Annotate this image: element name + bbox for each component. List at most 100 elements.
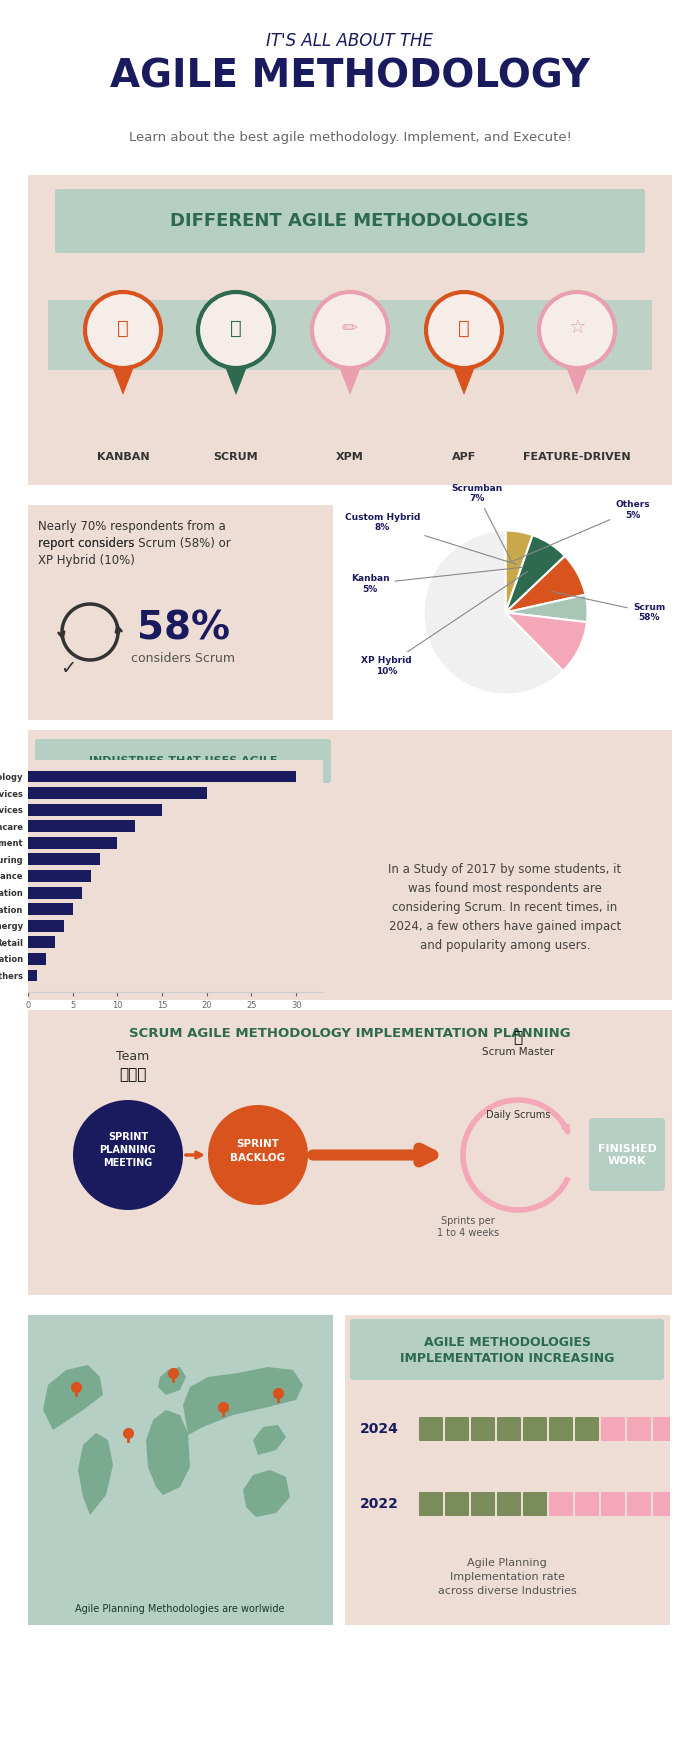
Text: Daily Scrums: Daily Scrums [486,1110,550,1120]
Circle shape [85,292,161,368]
FancyBboxPatch shape [549,1418,573,1440]
FancyBboxPatch shape [589,1118,665,1192]
Text: report considers Scrum (58%) or: report considers Scrum (58%) or [38,537,231,550]
Text: SPRINT
PLANNING
MEETING: SPRINT PLANNING MEETING [99,1132,156,1169]
FancyBboxPatch shape [24,172,676,488]
Text: SPRINT
BACKLOG: SPRINT BACKLOG [230,1139,286,1162]
Polygon shape [224,364,248,396]
Bar [28,870,90,882]
Text: 🔒: 🔒 [513,1031,523,1045]
Text: ✏️: ✏️ [342,318,358,338]
FancyBboxPatch shape [549,1493,573,1516]
FancyBboxPatch shape [471,1418,495,1440]
Text: Scrumban
7%: Scrumban 7% [452,485,512,562]
FancyBboxPatch shape [653,1493,677,1516]
Bar [28,920,64,931]
Wedge shape [505,595,587,623]
Text: 🔍: 🔍 [230,318,242,338]
FancyBboxPatch shape [55,189,645,254]
FancyBboxPatch shape [419,1418,443,1440]
Text: AGILE METHODOLOGIES
IMPLEMENTATION INCREASING: AGILE METHODOLOGIES IMPLEMENTATION INCRE… [400,1335,614,1365]
FancyBboxPatch shape [497,1418,521,1440]
Text: 📱: 📱 [458,318,470,338]
Wedge shape [505,556,585,612]
FancyBboxPatch shape [35,738,331,782]
Text: Agile Planning Methodologies are worlwide: Agile Planning Methodologies are worlwid… [76,1605,285,1614]
Bar [28,903,73,915]
FancyBboxPatch shape [445,1418,469,1440]
FancyBboxPatch shape [24,500,337,724]
Circle shape [312,292,388,368]
Polygon shape [565,364,589,396]
Polygon shape [43,1365,103,1430]
Polygon shape [243,1470,290,1517]
Text: Agile Planning
Implementation rate
across diverse Industries: Agile Planning Implementation rate acros… [438,1558,576,1596]
Circle shape [73,1101,183,1209]
FancyBboxPatch shape [350,1320,664,1381]
Text: AGILE METHODOLOGY: AGILE METHODOLOGY [110,58,590,96]
Bar [28,803,162,816]
Text: DIFFERENT AGILE METHODOLOGIES: DIFFERENT AGILE METHODOLOGIES [171,212,529,229]
Text: SCRUM AGILE METHODOLOGY IMPLEMENTATION PLANNING: SCRUM AGILE METHODOLOGY IMPLEMENTATION P… [130,1027,570,1040]
FancyBboxPatch shape [679,1493,700,1516]
FancyBboxPatch shape [419,1493,443,1516]
Circle shape [208,1104,308,1206]
Text: KANBAN: KANBAN [97,452,149,462]
FancyBboxPatch shape [48,299,652,369]
Text: 💡: 💡 [117,318,129,338]
FancyBboxPatch shape [627,1418,651,1440]
Circle shape [426,292,502,368]
Text: Team: Team [116,1050,150,1062]
Text: Kanban
5%: Kanban 5% [351,567,522,593]
Text: XP Hybrid (10%): XP Hybrid (10%) [38,555,135,567]
Text: 👫👫👫: 👫👫👫 [119,1068,147,1082]
FancyBboxPatch shape [601,1493,625,1516]
Text: Nearly 70% respondents from a: Nearly 70% respondents from a [38,520,225,534]
FancyBboxPatch shape [627,1493,651,1516]
Text: 58%: 58% [136,609,230,648]
Wedge shape [505,612,587,670]
FancyBboxPatch shape [575,1493,599,1516]
Text: Custom Hybrid
8%: Custom Hybrid 8% [345,513,517,564]
FancyBboxPatch shape [523,1418,547,1440]
Text: report considers: report considers [38,537,139,550]
Text: ✓: ✓ [60,658,76,677]
Text: Learn about the best agile methodology. Implement, and Execute!: Learn about the best agile methodology. … [129,131,571,144]
Polygon shape [452,364,476,396]
Text: XP Hybrid
10%: XP Hybrid 10% [361,572,528,676]
FancyBboxPatch shape [341,1311,674,1629]
Text: INDUSTRIES THAT USES AGILE: INDUSTRIES THAT USES AGILE [89,756,277,766]
FancyBboxPatch shape [24,1006,676,1298]
Text: XPM: XPM [336,452,364,462]
FancyBboxPatch shape [497,1493,521,1516]
Wedge shape [505,530,533,612]
Polygon shape [111,364,135,396]
Polygon shape [78,1433,113,1516]
Text: Scrum Master: Scrum Master [482,1046,554,1057]
Bar [28,887,82,898]
Bar [28,788,206,800]
Bar [28,970,37,982]
FancyBboxPatch shape [24,1311,337,1629]
FancyBboxPatch shape [445,1493,469,1516]
Text: FINISHED
WORK: FINISHED WORK [598,1144,657,1166]
FancyBboxPatch shape [24,726,676,1004]
Text: FEATURE-DRIVEN: FEATURE-DRIVEN [523,452,631,462]
Wedge shape [505,536,565,612]
FancyBboxPatch shape [601,1418,625,1440]
FancyBboxPatch shape [653,1418,677,1440]
Text: SCRUM: SCRUM [214,452,258,462]
Text: Sprints per
1 to 4 weeks: Sprints per 1 to 4 weeks [437,1216,499,1239]
Bar [28,821,135,833]
Text: APF: APF [452,452,476,462]
Polygon shape [146,1410,190,1494]
Text: Scrum
58%: Scrum 58% [552,592,665,623]
Bar [28,836,118,849]
Polygon shape [158,1367,186,1395]
Text: IT'S ALL ABOUT THE: IT'S ALL ABOUT THE [267,31,433,51]
Circle shape [198,292,274,368]
FancyBboxPatch shape [679,1418,700,1440]
Wedge shape [424,530,563,695]
FancyBboxPatch shape [471,1493,495,1516]
Text: ☆: ☆ [568,318,586,338]
